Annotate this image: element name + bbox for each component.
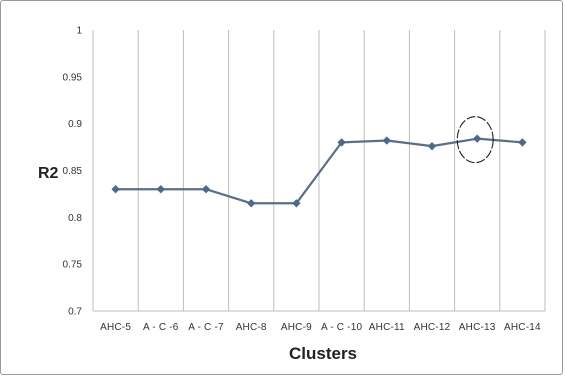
y-tick-labels: 0.7 0.75 0.8 0.85 0.9 0.95 1 <box>63 26 83 318</box>
x-tick-label: AHC-9 <box>281 322 312 333</box>
highlight-circle <box>456 116 494 164</box>
series-line <box>115 137 523 205</box>
x-tick-label: AHC-14 <box>504 322 541 333</box>
y-tick-label: 0.75 <box>63 260 83 271</box>
x-tick-label: A - C -7 <box>188 322 224 333</box>
x-tick-label: AHC-13 <box>459 322 496 333</box>
data-point <box>337 138 346 147</box>
y-axis-title: R2 <box>38 165 59 182</box>
x-tick-label: AHC-5 <box>100 322 131 333</box>
data-point <box>382 136 391 145</box>
y-tick-label: 1 <box>76 26 82 37</box>
x-tick-label: AHC-12 <box>414 322 451 333</box>
data-point <box>247 199 256 208</box>
y-tick-label: 0.85 <box>63 166 83 177</box>
data-point <box>518 138 527 147</box>
grid-lines <box>92 30 546 312</box>
x-tick-label: AHC-8 <box>236 322 267 333</box>
data-point <box>292 199 301 208</box>
y-tick-label: 0.95 <box>63 72 83 83</box>
y-tick-label: 0.9 <box>68 119 82 130</box>
x-tick-label: A - C -10 <box>321 322 362 333</box>
x-tick-labels: AHC-5 A - C -6 A - C -7 AHC-8 AHC-9 A - C -10… <box>100 322 541 333</box>
data-point <box>156 185 165 194</box>
x-tick-label: AHC-11 <box>369 322 405 333</box>
data-point <box>427 141 437 151</box>
x-tick-label: A - C -6 <box>143 322 179 333</box>
data-point <box>473 134 482 143</box>
data-point <box>201 185 211 194</box>
y-tick-label: 0.7 <box>68 307 82 318</box>
series-group <box>111 116 527 208</box>
y-tick-label: 0.8 <box>68 213 82 224</box>
data-point <box>111 185 120 194</box>
x-axis-title: Clusters <box>289 344 357 363</box>
